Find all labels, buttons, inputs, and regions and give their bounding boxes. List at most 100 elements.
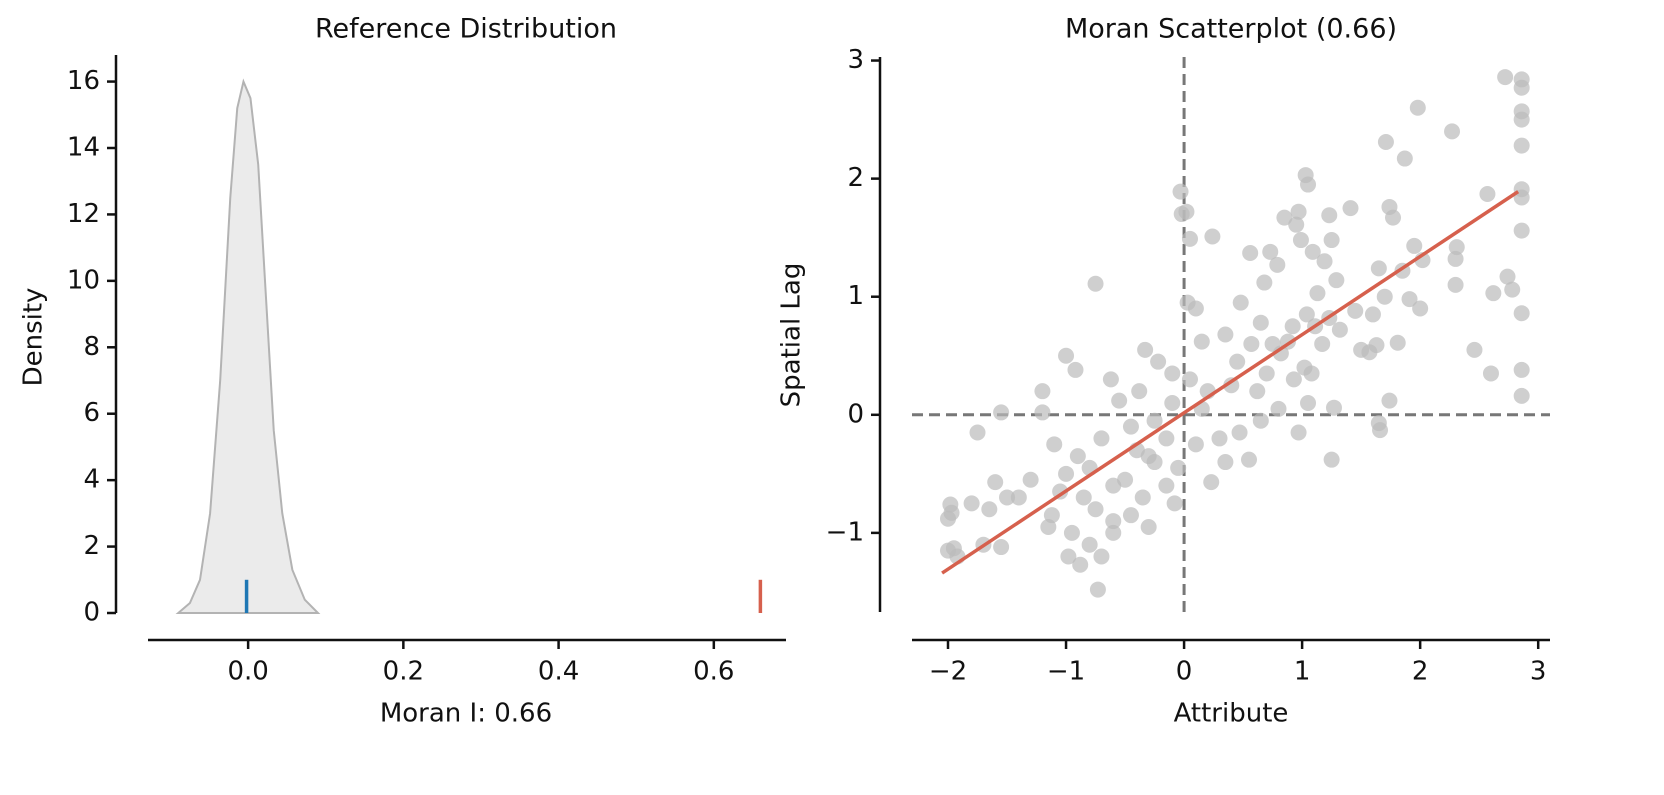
scatter-point — [1412, 300, 1429, 317]
scatter-point — [1401, 291, 1418, 308]
scatter-point — [1217, 326, 1234, 343]
scatter-point — [1396, 150, 1413, 167]
scatter-point — [1087, 275, 1104, 292]
scatter-point — [1328, 272, 1345, 289]
scatter-point — [1381, 392, 1398, 409]
scatter-point — [1241, 451, 1258, 468]
scatter-point — [1060, 548, 1077, 565]
scatter-point — [1249, 383, 1266, 400]
y-tick-label: 2 — [847, 163, 864, 193]
scatter-point — [1223, 377, 1240, 394]
scatter-point — [1314, 335, 1331, 352]
scatter-point — [1364, 306, 1381, 323]
scatter-point — [1262, 243, 1279, 260]
y-tick-label: 1 — [847, 281, 864, 311]
scatter-point — [1146, 454, 1163, 471]
scatter-point — [1372, 422, 1389, 439]
scatter-point — [1276, 209, 1293, 226]
scatter-point — [1497, 69, 1514, 86]
scatter-point — [1323, 232, 1340, 249]
scatter-point — [1270, 400, 1287, 417]
y-tick-label: 2 — [83, 531, 100, 561]
scatter-point — [1146, 412, 1163, 429]
scatter-point — [999, 489, 1016, 506]
scatter-point — [1034, 404, 1051, 421]
y-tick-label: 12 — [67, 199, 100, 229]
scatter-point — [1058, 465, 1075, 482]
scatter-point — [1075, 489, 1092, 506]
scatter-point — [1164, 394, 1181, 411]
scatter-point — [1448, 239, 1465, 256]
scatter-point — [1081, 536, 1098, 553]
scatter-point — [1447, 250, 1464, 267]
x-tick-label: −2 — [929, 657, 967, 687]
scatter-point — [1166, 495, 1183, 512]
scatter-point — [1264, 335, 1281, 352]
scatter-point — [1252, 412, 1269, 429]
scatter-point — [1370, 260, 1387, 277]
scatter-point — [1406, 237, 1423, 254]
scatter-point — [1331, 321, 1348, 338]
scatter-point — [1479, 185, 1496, 202]
scatter-point — [1231, 424, 1248, 441]
scatter-point — [1229, 353, 1246, 370]
scatter-point — [1203, 474, 1220, 491]
scatter-point — [1105, 524, 1122, 541]
scatter-point — [1232, 294, 1249, 311]
scatter-point — [1150, 353, 1167, 370]
x-tick-label: 2 — [1412, 657, 1429, 687]
scatter-point — [969, 424, 986, 441]
scatter-point — [943, 504, 960, 521]
scatter-point — [1513, 79, 1530, 96]
scatter-point — [1303, 365, 1320, 382]
scatter-point — [1316, 253, 1333, 270]
scatter-point — [1105, 477, 1122, 494]
scatter-point — [1164, 365, 1181, 382]
scatter-point — [1256, 274, 1273, 291]
y-tick-label: 6 — [83, 398, 100, 428]
scatter-point — [963, 495, 980, 512]
scatter-point — [1513, 137, 1530, 154]
chart-title: Reference Distribution — [315, 14, 617, 45]
scatter-point — [1385, 209, 1402, 226]
scatter-point — [1376, 288, 1393, 305]
scatter-point — [1022, 471, 1039, 488]
x-tick-label: −1 — [1047, 657, 1085, 687]
scatter-point — [1122, 418, 1139, 435]
x-axis-label: Attribute — [1174, 699, 1289, 729]
scatter-point — [1131, 383, 1148, 400]
chart-title: Moran Scatterplot (0.66) — [1065, 14, 1397, 45]
scatter-point — [1204, 228, 1221, 245]
scatter-point — [1067, 361, 1084, 378]
scatter-point — [1325, 399, 1342, 416]
scatter-point — [1347, 302, 1364, 319]
y-tick-label: 3 — [847, 45, 864, 75]
scatter-point — [1089, 581, 1106, 598]
scatter-point — [1137, 341, 1154, 358]
scatter-point — [1040, 518, 1057, 535]
x-tick-label: 0.0 — [227, 657, 268, 687]
x-tick-label: 0.6 — [693, 657, 734, 687]
scatter-point — [1304, 243, 1321, 260]
y-tick-label: 16 — [67, 66, 100, 96]
scatter-point — [1140, 518, 1157, 535]
x-tick-label: 0.4 — [538, 657, 579, 687]
scatter-point — [1187, 436, 1204, 453]
scatter-point — [1087, 501, 1104, 518]
scatter-point — [1046, 436, 1063, 453]
scatter-point — [1010, 489, 1027, 506]
scatter-point — [1034, 383, 1051, 400]
scatter-point — [1134, 489, 1151, 506]
scatter-point — [1093, 548, 1110, 565]
scatter-point — [1193, 333, 1210, 350]
scatter-point — [1300, 394, 1317, 411]
y-tick-label: 4 — [83, 465, 100, 495]
x-tick-label: 3 — [1530, 657, 1547, 687]
scatter-point — [1069, 448, 1086, 465]
scatter-point — [1513, 387, 1530, 404]
scatter-point — [1288, 216, 1305, 233]
scatter-point — [1252, 314, 1269, 331]
scatter-point — [1122, 507, 1139, 524]
scatter-point — [981, 501, 998, 518]
